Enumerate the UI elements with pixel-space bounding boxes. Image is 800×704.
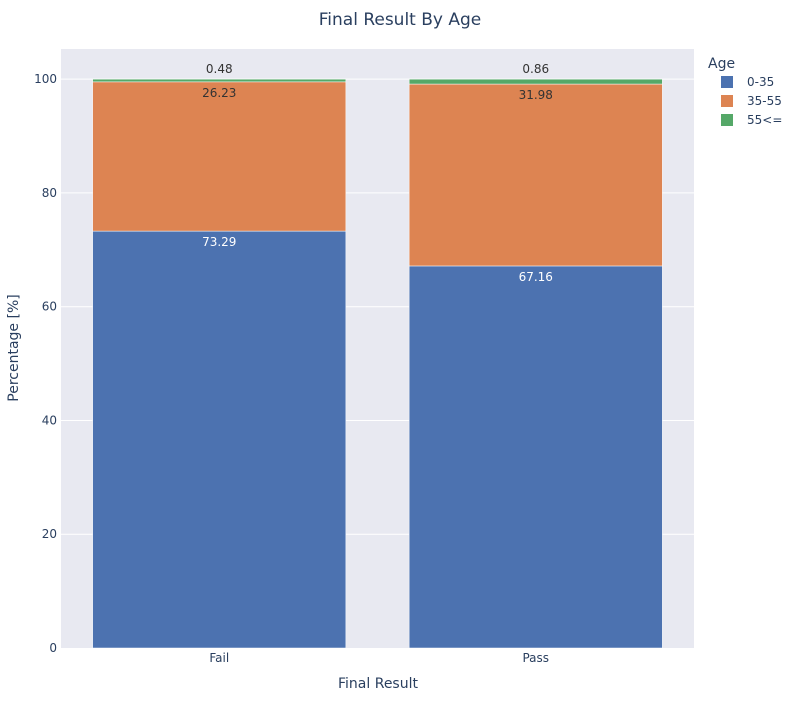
bar-segment xyxy=(408,83,663,267)
y-tick-label: 80 xyxy=(42,186,57,200)
bar-segment xyxy=(92,78,347,83)
x-axis-ticks: Fail Pass xyxy=(209,651,549,665)
data-label: 73.29 xyxy=(202,235,236,249)
y-tick-label: 60 xyxy=(42,300,57,314)
y-tick-label: 0 xyxy=(49,641,57,655)
y-tick-label: 20 xyxy=(42,527,57,541)
y-tick-label: 100 xyxy=(34,72,57,86)
data-label: 67.16 xyxy=(519,270,553,284)
y-axis-ticks: 0 20 40 60 80 100 xyxy=(34,72,57,655)
legend-swatch xyxy=(721,114,733,126)
legend-title: Age xyxy=(708,56,735,72)
data-label: 26.23 xyxy=(202,86,236,100)
data-label: 0.48 xyxy=(206,62,233,76)
legend-swatch xyxy=(721,76,733,88)
x-axis-title: Final Result xyxy=(338,676,418,692)
legend-label: 35-55 xyxy=(747,94,782,108)
chart-title: Final Result By Age xyxy=(319,10,482,30)
bars xyxy=(92,78,663,649)
bar-segment xyxy=(408,78,663,85)
data-label: 31.98 xyxy=(519,88,553,102)
bar-segment xyxy=(92,81,347,232)
legend-items: 0-35 35-55 55<= xyxy=(721,75,782,127)
y-tick-label: 40 xyxy=(42,413,57,427)
data-labels: 73.29 26.23 0.48 67.16 31.98 0.86 xyxy=(202,62,553,284)
bar-segment xyxy=(408,265,663,649)
y-axis-title: Percentage [%] xyxy=(6,294,22,401)
bar-segment xyxy=(92,230,347,649)
legend-label: 55<= xyxy=(747,113,782,127)
data-label: 0.86 xyxy=(522,62,549,76)
x-tick-label: Pass xyxy=(522,651,549,665)
legend: Age 0-35 35-55 55<= xyxy=(708,56,782,127)
legend-swatch xyxy=(721,95,733,107)
x-tick-label: Fail xyxy=(209,651,229,665)
legend-label: 0-35 xyxy=(747,75,774,89)
